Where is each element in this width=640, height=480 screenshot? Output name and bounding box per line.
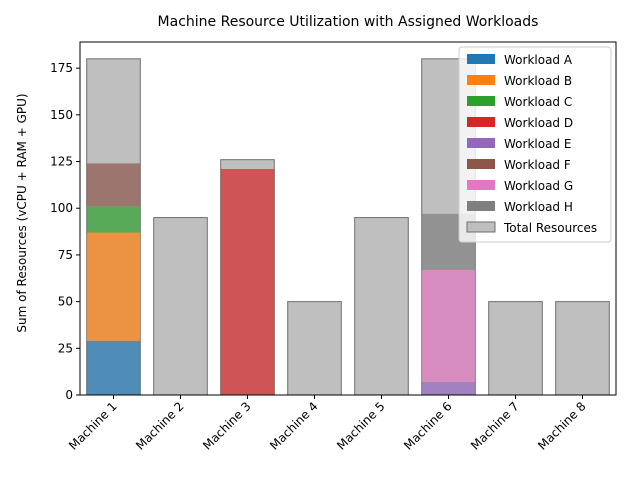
y-tick-label: 25 <box>58 341 73 355</box>
total-resources-bar <box>555 301 610 396</box>
legend: Workload A Workload B Workload C Workload D… <box>458 46 612 243</box>
workload-bar-e <box>421 381 476 395</box>
workload-bar-g <box>421 269 476 382</box>
x-tick-label: Machine 5 <box>334 399 388 453</box>
x-tick-label: Machine 7 <box>468 399 522 453</box>
legend-label: Workload F <box>504 158 571 172</box>
y-axis-label: Sum of Resources (vCPU + RAM + GPU) <box>15 93 29 332</box>
legend-swatch <box>466 221 496 233</box>
y-tick-label: 100 <box>50 201 73 215</box>
x-tick-label: Machine 2 <box>133 399 187 453</box>
x-tick-label: Machine 6 <box>401 399 455 453</box>
legend-label: Workload H <box>504 200 573 214</box>
legend-label: Workload D <box>504 116 573 130</box>
legend-swatch <box>467 54 495 64</box>
total-resources-bar <box>287 301 342 396</box>
workload-bar-c <box>86 206 141 233</box>
legend-swatch <box>467 201 495 211</box>
plot-frame <box>79 41 617 396</box>
total-resources-bar <box>354 217 409 396</box>
y-tick-label: 75 <box>58 248 73 262</box>
legend-swatch <box>467 159 495 169</box>
y-tick-label: 150 <box>50 108 73 122</box>
legend-label: Workload G <box>504 179 573 193</box>
workload-bar-d <box>220 169 275 395</box>
legend-label: Total Resources <box>503 221 597 235</box>
y-tick-label: 125 <box>50 155 73 169</box>
legend-label: Workload A <box>504 53 573 67</box>
legend-label: Workload B <box>504 74 572 88</box>
x-tick-label: Machine 1 <box>66 399 120 453</box>
chart-title: Machine Resource Utilization with Assign… <box>158 14 539 30</box>
legend-swatch <box>467 117 495 127</box>
x-tick-label: Machine 4 <box>267 399 321 453</box>
y-tick-label: 50 <box>58 295 73 309</box>
legend-box <box>458 46 612 243</box>
total-resources-bar <box>153 217 208 396</box>
legend-swatch <box>467 75 495 85</box>
x-tick-label: Machine 3 <box>200 399 254 453</box>
workload-bar-b <box>86 232 141 341</box>
total-resources-bar <box>488 301 543 396</box>
legend-swatch <box>467 96 495 106</box>
x-tick-label: Machine 8 <box>535 399 589 453</box>
bars-layer <box>86 58 610 396</box>
y-tick-label: 175 <box>50 61 73 75</box>
workload-bar-a <box>86 340 141 395</box>
legend-label: Workload C <box>504 95 572 109</box>
legend-swatch <box>467 180 495 190</box>
y-tick-label: 0 <box>65 388 73 402</box>
legend-label: Workload E <box>504 137 571 151</box>
legend-swatch <box>467 138 495 148</box>
workload-bar-f <box>86 163 141 207</box>
